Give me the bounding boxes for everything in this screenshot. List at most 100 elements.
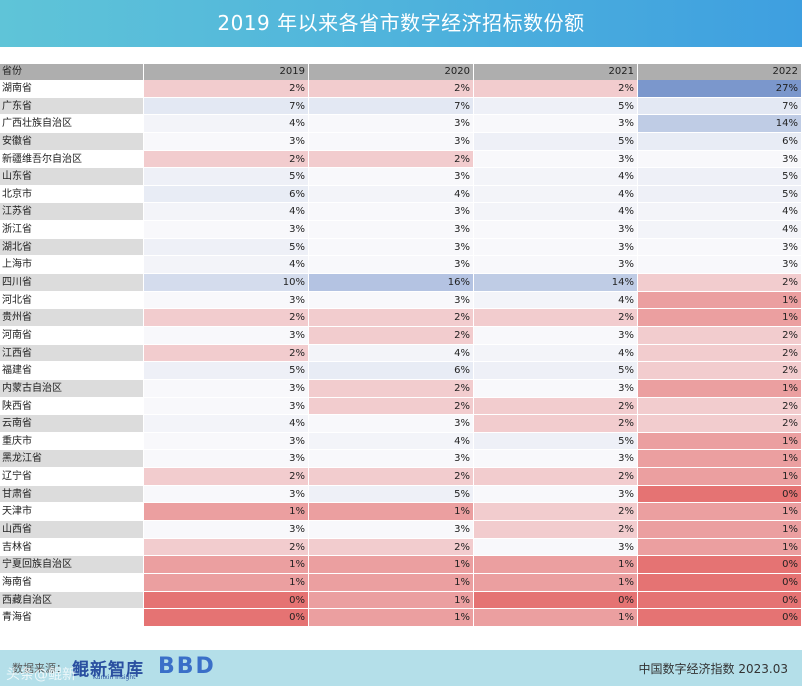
value-cell-2020: 5% (309, 485, 474, 504)
table-row: 山西省 3% 3% 2% 1% (0, 521, 802, 539)
value-cell-2021: 14% (474, 274, 638, 292)
value-cell-2021: 3% (474, 221, 638, 239)
value-cell-2021: 1% (474, 573, 638, 592)
province-cell: 浙江省 (0, 221, 144, 239)
province-cell: 内蒙古自治区 (0, 379, 144, 398)
province-cell: 宁夏回族自治区 (0, 556, 144, 574)
table-row: 海南省 1% 1% 1% 0% (0, 573, 802, 592)
title-banner: 2019 年以来各省市数字经济招标数份额 (0, 0, 802, 47)
table-row: 陕西省 3% 2% 2% 2% (0, 397, 802, 416)
value-cell-2022: 0% (638, 556, 802, 574)
column-header-2019: 2019 (144, 64, 309, 80)
table-row: 湖北省 5% 3% 3% 3% (0, 238, 802, 257)
table-row: 河北省 3% 3% 4% 1% (0, 291, 802, 310)
value-cell-2020: 2% (309, 80, 474, 98)
province-cell: 新疆维吾尔自治区 (0, 150, 144, 169)
value-cell-2021: 4% (474, 185, 638, 204)
value-cell-2019: 3% (144, 432, 309, 451)
province-cell: 江西省 (0, 344, 144, 363)
value-cell-2020: 2% (309, 150, 474, 169)
value-cell-2021: 4% (474, 168, 638, 186)
value-cell-2022: 4% (638, 203, 802, 222)
province-cell: 北京市 (0, 185, 144, 204)
value-cell-2020: 1% (309, 503, 474, 522)
value-cell-2019: 0% (144, 609, 309, 627)
value-cell-2020: 4% (309, 344, 474, 363)
province-cell: 福建省 (0, 362, 144, 380)
table-row: 福建省 5% 6% 5% 2% (0, 362, 802, 380)
table-row: 贵州省 2% 2% 2% 1% (0, 309, 802, 327)
value-cell-2020: 3% (309, 238, 474, 257)
province-cell: 河北省 (0, 291, 144, 310)
province-cell: 山东省 (0, 168, 144, 186)
table-row: 宁夏回族自治区 1% 1% 1% 0% (0, 556, 802, 574)
value-cell-2021: 2% (474, 521, 638, 539)
value-cell-2020: 3% (309, 168, 474, 186)
value-cell-2021: 3% (474, 485, 638, 504)
value-cell-2019: 3% (144, 379, 309, 398)
value-cell-2019: 4% (144, 203, 309, 222)
value-cell-2019: 1% (144, 573, 309, 592)
province-cell: 辽宁省 (0, 468, 144, 486)
value-cell-2019: 3% (144, 485, 309, 504)
column-header-province: 省份 (0, 64, 144, 80)
value-cell-2021: 5% (474, 362, 638, 380)
kunxin-logo-sub: Kunxin Insight (93, 674, 136, 681)
footer-bar: 数据来源： 鲲新智库 Kunxin Insight BBD 头条@鲲新 中国数字… (0, 650, 802, 686)
value-cell-2021: 3% (474, 256, 638, 275)
value-cell-2019: 5% (144, 238, 309, 257)
value-cell-2022: 2% (638, 344, 802, 363)
province-cell: 黑龙江省 (0, 450, 144, 469)
column-header-2022: 2022 (638, 64, 802, 80)
table-row: 安徽省 3% 3% 5% 6% (0, 132, 802, 151)
heatmap-table: 省份 2019 2020 2021 2022 湖南省 2% 2% 2% 27% 广东省 7% 7% 5%… (0, 64, 802, 627)
value-cell-2022: 3% (638, 238, 802, 257)
province-cell: 江苏省 (0, 203, 144, 222)
table-row: 内蒙古自治区 3% 2% 3% 1% (0, 379, 802, 398)
value-cell-2022: 1% (638, 450, 802, 469)
value-cell-2020: 2% (309, 397, 474, 416)
province-cell: 吉林省 (0, 538, 144, 557)
value-cell-2019: 2% (144, 150, 309, 169)
table-row: 北京市 6% 4% 4% 5% (0, 185, 802, 204)
value-cell-2020: 3% (309, 521, 474, 539)
value-cell-2022: 0% (638, 609, 802, 627)
value-cell-2021: 1% (474, 556, 638, 574)
value-cell-2022: 0% (638, 485, 802, 504)
table-row: 广东省 7% 7% 5% 7% (0, 97, 802, 116)
value-cell-2022: 3% (638, 150, 802, 169)
province-cell: 四川省 (0, 274, 144, 292)
value-cell-2022: 2% (638, 397, 802, 416)
bbd-logo: BBD (158, 654, 216, 679)
value-cell-2021: 3% (474, 115, 638, 133)
value-cell-2020: 6% (309, 362, 474, 380)
value-cell-2021: 2% (474, 309, 638, 327)
value-cell-2021: 2% (474, 503, 638, 522)
table-row: 西藏自治区 0% 1% 0% 0% (0, 591, 802, 610)
table-row: 甘肃省 3% 5% 3% 0% (0, 485, 802, 504)
value-cell-2022: 1% (638, 538, 802, 557)
value-cell-2020: 2% (309, 326, 474, 345)
table-row: 青海省 0% 1% 1% 0% (0, 609, 802, 627)
value-cell-2021: 3% (474, 379, 638, 398)
value-cell-2021: 3% (474, 326, 638, 345)
province-cell: 天津市 (0, 503, 144, 522)
table-header-row: 省份 2019 2020 2021 2022 (0, 64, 802, 80)
value-cell-2020: 3% (309, 256, 474, 275)
value-cell-2021: 2% (474, 80, 638, 98)
value-cell-2022: 7% (638, 97, 802, 116)
index-label: 中国数字经济指数 2023.03 (638, 662, 788, 676)
value-cell-2020: 4% (309, 185, 474, 204)
value-cell-2019: 10% (144, 274, 309, 292)
value-cell-2019: 5% (144, 362, 309, 380)
value-cell-2022: 1% (638, 291, 802, 310)
value-cell-2021: 3% (474, 538, 638, 557)
value-cell-2021: 5% (474, 132, 638, 151)
table-row: 四川省 10% 16% 14% 2% (0, 274, 802, 292)
value-cell-2019: 2% (144, 468, 309, 486)
value-cell-2019: 3% (144, 221, 309, 239)
value-cell-2022: 27% (638, 80, 802, 98)
value-cell-2019: 4% (144, 256, 309, 275)
value-cell-2019: 3% (144, 132, 309, 151)
value-cell-2021: 2% (474, 468, 638, 486)
